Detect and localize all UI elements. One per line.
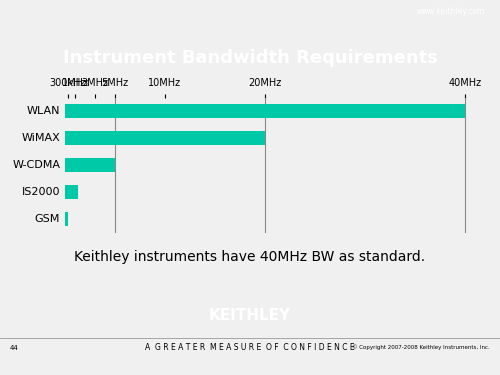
Text: www.keithley.com: www.keithley.com: [417, 8, 485, 16]
Text: 44: 44: [10, 345, 19, 351]
Bar: [65, 211, 68, 226]
Bar: [65, 130, 265, 146]
Text: Keithley instruments have 40MHz BW as standard.: Keithley instruments have 40MHz BW as st…: [74, 249, 426, 264]
Bar: [65, 104, 465, 118]
Text: KEITHLEY: KEITHLEY: [209, 308, 291, 322]
Text: © Copyright 2007-2008 Keithley Instruments, Inc.: © Copyright 2007-2008 Keithley Instrumen…: [352, 345, 490, 351]
Bar: [65, 184, 78, 200]
Text: A  G R E A T E R  M E A S U R E  O F  C O N F I D E N C E: A G R E A T E R M E A S U R E O F C O N …: [145, 343, 355, 352]
Bar: [65, 158, 115, 172]
Text: Instrument Bandwidth Requirements: Instrument Bandwidth Requirements: [62, 49, 438, 67]
